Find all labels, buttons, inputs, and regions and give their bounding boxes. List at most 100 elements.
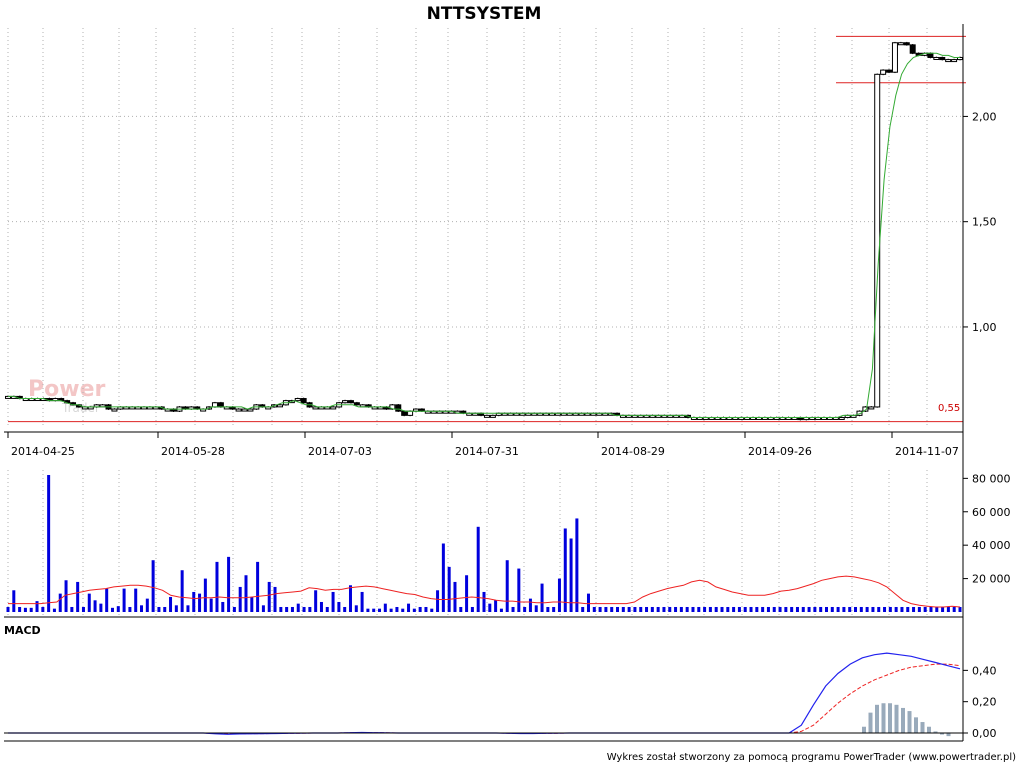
volume-bar	[436, 590, 440, 612]
y-tick-label: 80 000	[972, 472, 1011, 485]
volume-bar	[668, 606, 672, 612]
candle	[862, 406, 869, 412]
candle	[247, 408, 254, 412]
candle	[483, 414, 490, 418]
volume-bar	[267, 581, 271, 612]
volume-bar	[935, 606, 939, 612]
volume-bar	[354, 605, 358, 612]
volume-bar	[958, 606, 962, 612]
volume-bar	[221, 601, 225, 612]
volume-grid	[7, 470, 928, 617]
volume-bar	[58, 593, 62, 612]
volume-bar	[383, 603, 387, 612]
volume-bar	[546, 606, 550, 612]
volume-bar	[720, 606, 724, 612]
volume-bar	[12, 590, 16, 612]
volume-bar	[203, 578, 207, 612]
candle	[211, 402, 218, 408]
volume-bar	[482, 591, 486, 612]
candle	[927, 52, 934, 58]
price-panel: 1,00 1,50 2,00 2014-04-25 2014-05-28 2014-07…	[4, 28, 997, 458]
volume-bar	[534, 605, 538, 612]
macd-histogram-bar	[881, 703, 886, 733]
volume-bar	[47, 475, 51, 612]
candle	[880, 69, 887, 75]
volume-bar	[302, 606, 306, 612]
price-grid	[7, 28, 963, 428]
volume-bar	[105, 588, 109, 612]
macd-histogram-bar	[940, 733, 944, 735]
volume-bar	[859, 606, 863, 612]
volume-bar	[401, 608, 405, 612]
volume-bar	[23, 607, 27, 612]
volume-bar	[883, 606, 887, 612]
price-y-axis: 1,00 1,50 2,00	[963, 110, 997, 334]
volume-bar	[917, 606, 921, 612]
volume-bar	[795, 606, 799, 612]
volume-bar	[52, 608, 56, 612]
volume-bar	[824, 606, 828, 612]
y-tick-label: 60 000	[972, 506, 1011, 519]
volume-bar	[743, 606, 747, 612]
price-moving-average-line	[8, 52, 960, 418]
volume-moving-average-line	[8, 575, 961, 608]
volume-bar	[871, 606, 875, 612]
volume-bar	[952, 606, 956, 612]
y-tick-label: 0,20	[972, 696, 997, 709]
candle	[312, 406, 319, 410]
y-tick-label: 2,00	[972, 110, 997, 123]
volume-bar	[923, 606, 927, 612]
volume-bar	[424, 606, 428, 612]
macd-histogram-bar	[914, 717, 918, 733]
volume-bar	[766, 606, 770, 612]
volume-bar	[598, 606, 602, 612]
candle	[241, 408, 248, 412]
volume-bar	[697, 606, 701, 612]
volume-bar	[877, 606, 881, 612]
macd-y-axis: 0,00 0,20 0,40	[963, 664, 997, 740]
price-levels	[8, 35, 966, 423]
volume-bar	[145, 598, 149, 612]
volume-bar	[378, 608, 382, 612]
volume-bar	[807, 606, 811, 612]
volume-bar	[128, 606, 132, 612]
volume-bar	[772, 606, 776, 612]
volume-bar	[639, 606, 643, 612]
macd-histogram-bar	[888, 703, 892, 733]
volume-bar	[35, 601, 39, 612]
volume-bar	[76, 581, 80, 612]
candle	[868, 406, 875, 410]
macd-histogram-bar	[868, 712, 873, 733]
volume-bar	[244, 575, 248, 612]
candle	[294, 398, 301, 402]
volume-bar	[227, 556, 231, 612]
macd-histogram-bar	[927, 726, 931, 733]
candle	[277, 404, 283, 408]
volume-bar	[755, 606, 759, 612]
volume-bar	[586, 593, 590, 612]
volume-bar	[557, 578, 561, 612]
volume-bar	[238, 586, 242, 612]
volume-bar	[732, 606, 736, 612]
volume-bar	[511, 606, 515, 612]
date-x-axis: 2014-04-25 2014-05-28 2014-07-03 2014-07-31…	[7, 432, 959, 458]
volume-bar	[209, 598, 213, 612]
x-tick-label: 2014-07-03	[308, 445, 372, 458]
candle	[330, 406, 337, 410]
candle	[235, 408, 242, 412]
volume-bar	[453, 581, 457, 612]
volume-bar	[854, 606, 858, 612]
volume-bar	[865, 606, 869, 612]
volume-bar	[737, 606, 741, 612]
x-tick-label: 2014-08-29	[601, 445, 665, 458]
volume-bar	[528, 598, 532, 612]
volume-bar	[569, 538, 573, 612]
volume-bar	[656, 606, 660, 612]
volume-bar	[575, 518, 579, 612]
candle	[874, 73, 881, 408]
watermark-power: Power	[28, 377, 105, 402]
y-tick-label: 0,00	[972, 727, 997, 740]
volume-bar	[285, 606, 289, 612]
support-label: 0,55	[938, 403, 960, 414]
